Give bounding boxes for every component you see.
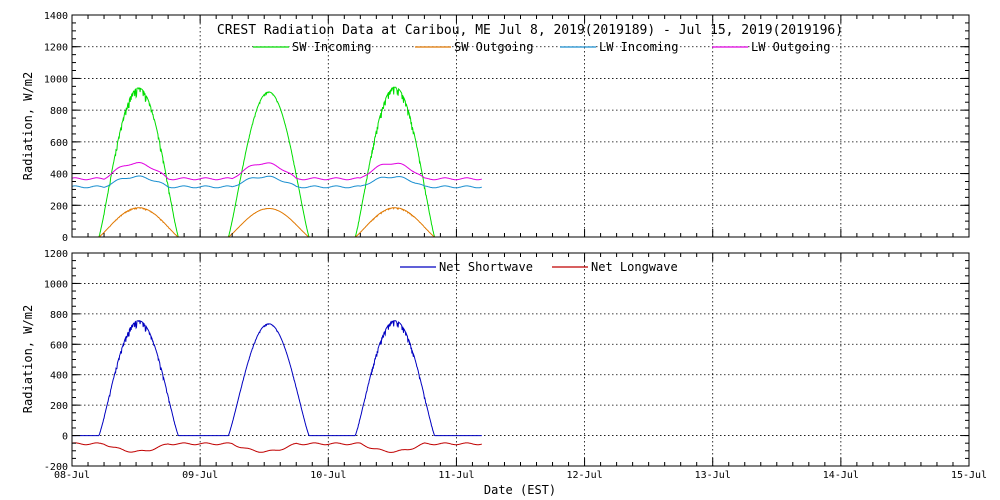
y-tick-label: 1000 [44, 74, 68, 85]
y-axis-title: Radiation, W/m2 [21, 72, 35, 180]
y-tick-label: 600 [50, 138, 68, 149]
x-tick-label: 09-Jul [182, 470, 218, 481]
grid [72, 253, 969, 466]
grid [72, 15, 969, 237]
x-tick-label: 15-Jul [951, 470, 987, 481]
y-tick-label: 800 [50, 106, 68, 117]
series-line-lw-outgoing [71, 162, 482, 181]
series-line-sw-outgoing [72, 207, 482, 238]
series-line-net-longwave [71, 442, 482, 453]
x-tick-label: 11-Jul [438, 470, 474, 481]
y-tick-label: 200 [50, 201, 68, 212]
y-tick-label: 1400 [44, 11, 68, 22]
y-tick-label: -200 [44, 462, 68, 473]
x-tick-label: 14-Jul [823, 470, 859, 481]
chart-title: CREST Radiation Data at Caribou, ME Jul … [217, 23, 843, 38]
y-tick-label: 1000 [44, 279, 68, 290]
y-tick-label: 800 [50, 310, 68, 321]
y-tick-labels: -200 0 200 400 600 800 1000 1200 [44, 249, 68, 473]
axis-ticks [71, 14, 970, 238]
y-tick-label: 1200 [44, 249, 68, 260]
y-tick-label: 0 [62, 432, 68, 443]
y-tick-label: 0 [62, 233, 68, 244]
y-axis-title: Radiation, W/m2 [21, 305, 35, 413]
series-lines [71, 320, 482, 453]
series-line-lw-incoming [72, 175, 482, 189]
y-tick-label: 200 [50, 401, 68, 412]
x-tick-label: 13-Jul [695, 470, 731, 481]
series-line-net-shortwave [72, 320, 482, 437]
axis-ticks [71, 252, 970, 467]
legend-label: LW Outgoing [751, 40, 830, 54]
panel-incoming-outgoing: 0 200 400 600 800 1000 1200 1400 Radiation, W/m… [21, 11, 970, 244]
series-lines [71, 86, 482, 238]
legend: Net Shortwave Net Longwave [400, 260, 678, 274]
y-tick-label: 400 [50, 371, 68, 382]
x-tick-label: 12-Jul [567, 470, 603, 481]
legend-label: SW Outgoing [454, 40, 533, 54]
x-tick-label: 08-Jul [54, 470, 90, 481]
y-tick-labels: 0 200 400 600 800 1000 1200 1400 [44, 11, 68, 244]
legend: SW Incoming SW Outgoing LW Incoming LW Outg… [253, 40, 830, 54]
legend-label: Net Longwave [591, 260, 678, 274]
y-tick-label: 400 [50, 170, 68, 181]
series-line-sw-incoming [72, 86, 482, 238]
y-tick-label: 600 [50, 340, 68, 351]
x-axis-title: Date (EST) [484, 483, 556, 497]
panel-net: -200 0 200 400 600 800 1000 1200 Radiation, W/m… [21, 249, 970, 473]
legend-label: SW Incoming [292, 40, 371, 54]
x-tick-label: 10-Jul [310, 470, 346, 481]
legend-label: LW Incoming [599, 40, 678, 54]
y-tick-label: 1200 [44, 43, 68, 54]
x-tick-labels: 08-Jul 09-Jul 10-Jul 11-Jul 12-Jul 13-Jul 14-J… [54, 470, 987, 481]
legend-label: Net Shortwave [439, 260, 533, 274]
